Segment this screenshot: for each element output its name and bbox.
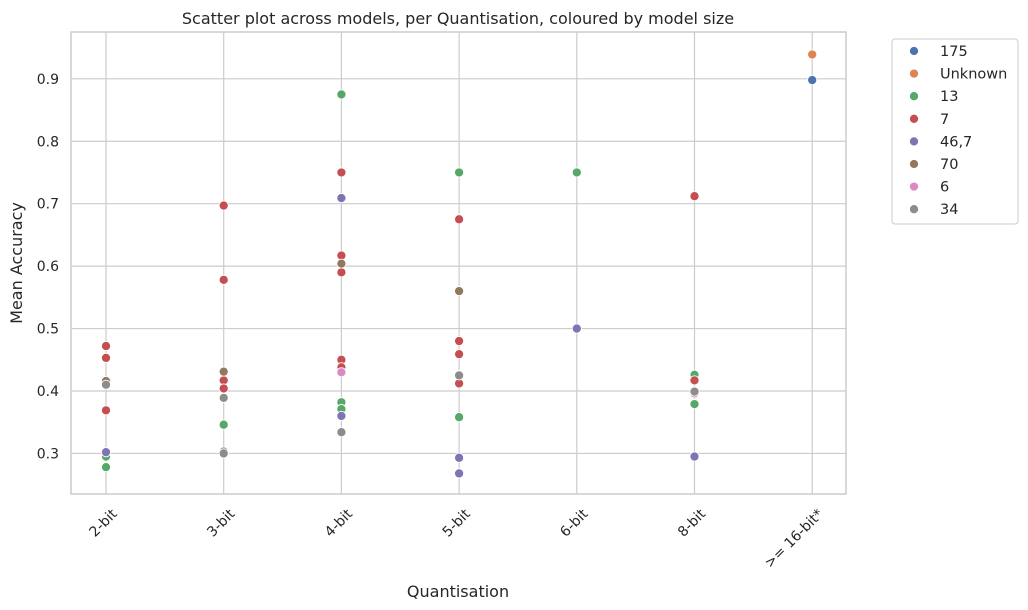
chart-title: Scatter plot across models, per Quantisa… bbox=[182, 9, 734, 28]
data-point bbox=[218, 419, 229, 430]
data-point bbox=[100, 462, 112, 473]
y-tick-label: 0.4 bbox=[37, 384, 59, 400]
data-point bbox=[689, 451, 700, 462]
grid-layer bbox=[71, 32, 846, 494]
data-point bbox=[454, 349, 465, 360]
data-point bbox=[218, 383, 229, 394]
data-point bbox=[454, 286, 465, 297]
legend-label: 34 bbox=[940, 202, 958, 218]
y-axis-label: Mean Accuracy bbox=[7, 202, 26, 324]
data-point bbox=[689, 399, 700, 410]
data-point bbox=[100, 405, 112, 416]
data-point bbox=[454, 412, 465, 423]
data-point bbox=[218, 200, 229, 211]
legend-label: 6 bbox=[940, 180, 949, 196]
points-layer bbox=[100, 49, 818, 479]
x-tick-label: 8-bit bbox=[675, 506, 709, 540]
data-point bbox=[571, 323, 582, 334]
data-point bbox=[336, 193, 347, 204]
data-point bbox=[454, 370, 465, 381]
data-point bbox=[218, 366, 229, 377]
data-point bbox=[454, 452, 465, 463]
data-point bbox=[336, 410, 347, 422]
y-tick-label: 0.8 bbox=[37, 134, 59, 150]
x-tick-labels: 2-bit 3-bit 4-bit 5-bit 6-bit 8-bit >= 16-bit* bbox=[87, 506, 827, 571]
data-point bbox=[454, 335, 465, 347]
data-point bbox=[336, 89, 347, 100]
legend-frame bbox=[891, 38, 1019, 225]
plot-frame bbox=[70, 31, 847, 495]
x-tick-label: 5-bit bbox=[440, 506, 474, 540]
legend-label: Unknown bbox=[940, 67, 1007, 83]
data-point bbox=[336, 367, 347, 378]
data-point bbox=[454, 468, 465, 479]
x-axis-label: Quantisation bbox=[407, 582, 509, 601]
legend-marker bbox=[908, 136, 920, 147]
x-tick-label: >= 16-bit* bbox=[762, 506, 827, 571]
data-point bbox=[100, 352, 112, 363]
data-point bbox=[336, 427, 347, 438]
data-point bbox=[100, 340, 112, 352]
legend-label: 13 bbox=[940, 89, 958, 105]
y-tick-label: 0.6 bbox=[37, 259, 59, 275]
data-point bbox=[689, 191, 700, 202]
y-tick-label: 0.3 bbox=[37, 446, 59, 462]
x-tick-label: 2-bit bbox=[87, 506, 121, 540]
data-point bbox=[689, 375, 700, 386]
legend-label: 70 bbox=[940, 157, 958, 173]
y-tick-label: 0.7 bbox=[37, 197, 59, 213]
data-point bbox=[336, 167, 347, 178]
legend-marker bbox=[908, 91, 920, 102]
x-tick-label: 3-bit bbox=[204, 506, 238, 540]
data-point bbox=[100, 447, 112, 458]
legend-label: 7 bbox=[940, 112, 949, 128]
x-tick-label: 6-bit bbox=[557, 506, 591, 540]
legend: 175 Unknown 13 7 46,7 70 6 34 bbox=[891, 38, 1019, 225]
y-tick-label: 0.9 bbox=[37, 72, 59, 88]
y-tick-labels: 0.3 0.4 0.5 0.6 0.7 0.8 0.9 bbox=[37, 72, 59, 463]
data-point bbox=[454, 167, 465, 178]
legend-marker bbox=[908, 181, 920, 192]
legend-label: 175 bbox=[940, 44, 968, 60]
legend-marker bbox=[908, 158, 920, 170]
x-tick-label: 4-bit bbox=[322, 506, 356, 540]
data-point bbox=[218, 448, 229, 459]
data-point bbox=[571, 167, 582, 178]
legend-marker bbox=[908, 68, 920, 79]
data-point bbox=[100, 379, 112, 390]
legend-label: 46,7 bbox=[940, 134, 972, 150]
legend-marker bbox=[908, 204, 920, 215]
data-point bbox=[807, 75, 818, 86]
data-point bbox=[336, 258, 347, 269]
data-point bbox=[336, 267, 347, 278]
legend-marker bbox=[908, 45, 920, 57]
data-point bbox=[454, 214, 465, 225]
y-tick-label: 0.5 bbox=[37, 322, 59, 338]
data-point bbox=[218, 274, 229, 285]
data-point bbox=[218, 392, 229, 403]
legend-marker bbox=[908, 113, 920, 124]
data-point bbox=[807, 49, 818, 60]
data-point bbox=[689, 386, 700, 397]
